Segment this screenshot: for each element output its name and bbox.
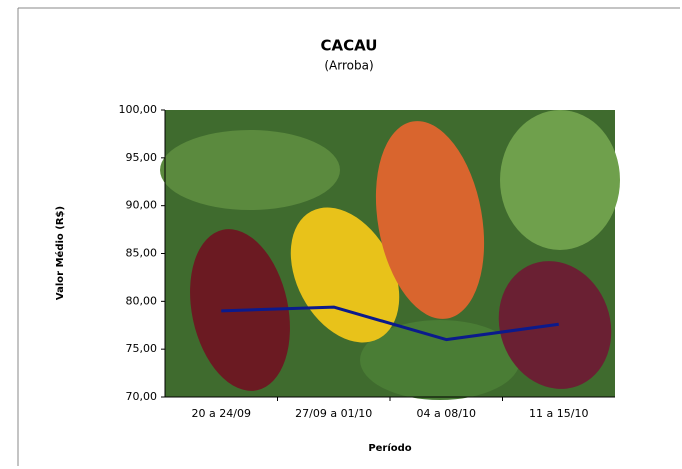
y-tick-label: 85,00 — [126, 247, 158, 260]
chart-title: CACAU — [321, 37, 378, 55]
y-tick-label: 70,00 — [126, 390, 158, 403]
x-axis-label: Período — [368, 442, 411, 454]
y-tick-label: 90,00 — [126, 199, 158, 212]
x-tick-label: 11 a 15/10 — [529, 407, 588, 420]
x-tick-label: 27/09 a 01/10 — [295, 407, 372, 420]
data-line — [221, 305, 559, 342]
y-tick-label: 95,00 — [126, 151, 158, 164]
plot-background-photo — [160, 110, 620, 400]
y-tick-label: 100,00 — [119, 103, 158, 116]
x-tick-label: 04 a 08/10 — [417, 407, 476, 420]
y-tick-label: 80,00 — [126, 294, 158, 307]
chart-subtitle: (Arroba) — [324, 59, 373, 73]
x-tick-label: 20 a 24/09 — [192, 407, 251, 420]
y-tick-label: 75,00 — [126, 342, 158, 355]
y-axis-label: Valor Médio (R$) — [54, 206, 66, 300]
